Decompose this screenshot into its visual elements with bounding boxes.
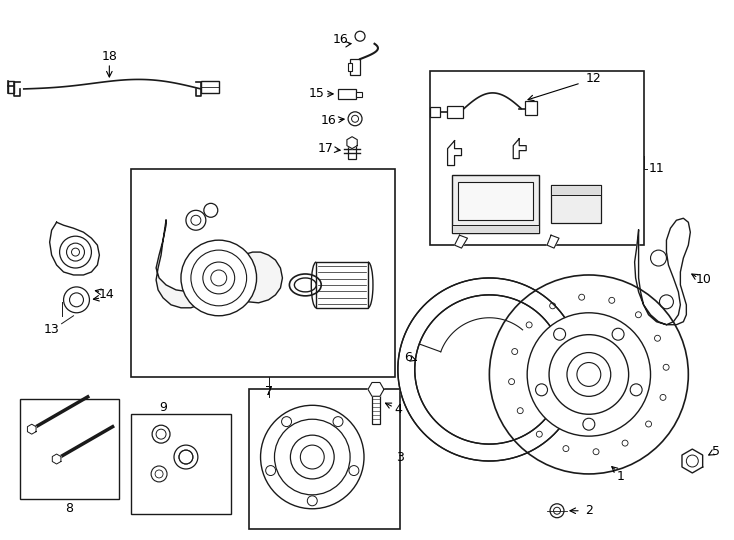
Polygon shape [547, 235, 559, 248]
Bar [20, 400, 120, 499]
Circle shape [631, 384, 642, 396]
Circle shape [203, 262, 235, 294]
Circle shape [151, 466, 167, 482]
Polygon shape [50, 222, 99, 275]
Polygon shape [27, 424, 36, 434]
Bar [338, 89, 356, 99]
Circle shape [152, 425, 170, 443]
Circle shape [64, 287, 90, 313]
Bar [350, 59, 360, 75]
Polygon shape [635, 218, 691, 325]
Circle shape [567, 353, 611, 396]
Circle shape [291, 435, 334, 479]
Bar [551, 185, 601, 195]
Text: 6: 6 [404, 351, 412, 364]
Bar [131, 414, 230, 514]
Circle shape [549, 335, 628, 414]
Bar [446, 106, 462, 118]
Text: 5: 5 [712, 444, 720, 457]
Bar [451, 176, 539, 233]
Circle shape [550, 504, 564, 518]
Circle shape [67, 243, 84, 261]
Bar [348, 63, 352, 71]
Text: 13: 13 [44, 323, 59, 336]
Text: 2: 2 [585, 504, 593, 517]
Circle shape [536, 384, 548, 396]
Text: 18: 18 [101, 50, 117, 63]
Bar [356, 92, 362, 97]
Bar [551, 185, 601, 223]
Circle shape [527, 313, 650, 436]
Circle shape [349, 465, 359, 476]
Text: 15: 15 [308, 87, 324, 100]
Circle shape [348, 112, 362, 126]
Circle shape [204, 204, 218, 217]
Text: 16: 16 [320, 114, 336, 127]
Bar [8, 81, 14, 93]
Circle shape [333, 417, 343, 427]
Bar [348, 140, 356, 159]
Bar [316, 262, 368, 308]
Bar [429, 107, 440, 117]
Text: 10: 10 [695, 273, 711, 286]
Bar [429, 71, 644, 245]
Circle shape [583, 418, 595, 430]
Circle shape [186, 210, 206, 230]
Bar [457, 183, 533, 220]
Bar [201, 81, 219, 93]
Polygon shape [156, 220, 283, 308]
Text: 3: 3 [396, 450, 404, 463]
Circle shape [179, 450, 193, 464]
Text: 17: 17 [317, 142, 333, 155]
Bar [249, 389, 400, 529]
Text: 14: 14 [98, 288, 115, 301]
Bar [131, 168, 395, 377]
Bar [451, 225, 539, 233]
Text: 12: 12 [586, 72, 602, 85]
Polygon shape [347, 137, 357, 148]
Polygon shape [52, 454, 61, 464]
Text: 7: 7 [264, 385, 272, 398]
Text: 9: 9 [159, 401, 167, 414]
Polygon shape [398, 278, 569, 461]
Polygon shape [368, 382, 384, 396]
Text: 4: 4 [394, 403, 401, 416]
Polygon shape [513, 139, 526, 159]
Circle shape [612, 328, 624, 340]
Circle shape [174, 445, 198, 469]
Circle shape [490, 275, 688, 474]
Circle shape [355, 31, 365, 41]
Circle shape [70, 293, 84, 307]
Circle shape [308, 496, 317, 506]
Text: 1: 1 [617, 470, 625, 483]
Circle shape [300, 445, 324, 469]
Circle shape [261, 406, 364, 509]
Circle shape [191, 250, 247, 306]
Circle shape [553, 328, 566, 340]
Polygon shape [448, 140, 462, 166]
Circle shape [266, 465, 276, 476]
Bar [372, 394, 380, 424]
Text: 11: 11 [649, 162, 664, 175]
Text: 7: 7 [264, 385, 272, 398]
Polygon shape [454, 235, 468, 248]
Text: 8: 8 [65, 502, 73, 515]
Text: 16: 16 [333, 33, 348, 46]
Circle shape [282, 417, 291, 427]
Circle shape [181, 240, 257, 316]
Bar [526, 101, 537, 115]
Polygon shape [682, 449, 702, 473]
Circle shape [59, 236, 92, 268]
